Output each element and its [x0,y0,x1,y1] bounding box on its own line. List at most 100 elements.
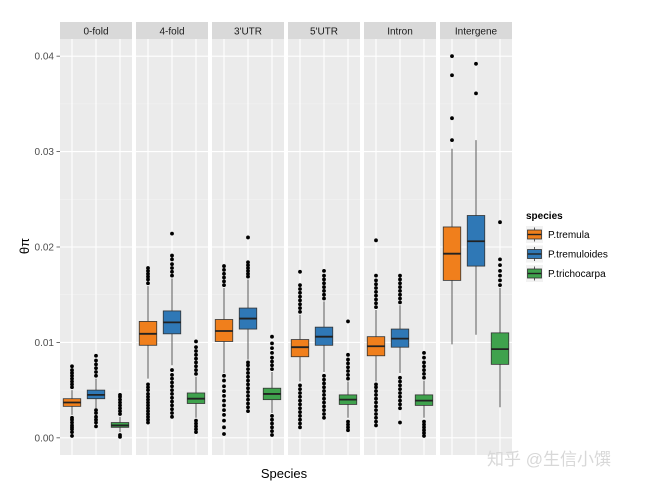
outlier-point [398,277,402,282]
outlier-point [246,260,250,265]
outlier-point [146,385,150,390]
outlier-point [422,425,426,430]
outlier-point [374,278,378,283]
outlier-point [170,380,174,385]
outlier-point [146,382,150,387]
y-axis: 0.00 0.01 0.02 0.03 0.04 [35,52,60,444]
outlier-point [374,305,378,310]
outlier-point [270,363,274,368]
outlier-point [118,403,122,408]
outlier-point [222,432,226,436]
box-p-tremuloides [162,231,182,419]
outlier-point [70,415,74,420]
outlier-point [374,282,378,287]
facet-panel-1: 4-fold [136,22,208,455]
outlier-point [298,417,302,422]
outlier-point [170,257,174,262]
outlier-point [374,293,378,298]
outlier-point [374,400,378,405]
outlier-point [70,430,74,435]
outlier-point [146,420,150,425]
legend-title: species [526,211,563,222]
outlier-point [246,382,250,387]
outlier-point [222,403,226,408]
outlier-point [374,238,378,243]
outlier-point [498,273,502,278]
outlier-point [422,434,426,438]
outlier-point [374,404,378,409]
outlier-point [346,372,350,377]
outlier-point [398,273,402,278]
legend-label: P.trichocarpa [548,269,606,280]
outlier-point [346,425,350,430]
outlier-point [398,285,402,289]
outlier-point [194,371,198,376]
outlier-point [322,400,326,405]
outlier-point [270,417,274,422]
outlier-point [146,397,150,402]
outlier-point [194,349,198,353]
outlier-point [94,353,98,358]
outlier-point [450,138,454,143]
outlier-point [298,302,302,307]
outlier-point [298,387,302,392]
outlier-point [322,268,326,273]
outlier-point [246,401,250,406]
outlier-point [222,279,226,284]
box-p-tremuloides [390,273,410,425]
x-axis-title: Species [261,466,308,481]
outlier-point [374,289,378,294]
outlier-point [70,376,74,381]
outlier-point [398,300,402,305]
outlier-point [146,388,150,393]
outlier-point [374,419,378,424]
outlier-point [450,54,454,59]
outlier-point [222,389,226,393]
outlier-point [222,275,226,280]
outlier-point [94,373,98,378]
outlier-point [146,406,150,411]
outlier-point [346,361,350,366]
outlier-point [270,351,274,355]
outlier-point [346,357,350,362]
outlier-point [170,392,174,396]
box-p-trichocarpa [338,319,358,433]
outlier-point [398,420,402,425]
outlier-point [346,369,350,373]
outlier-point [346,352,350,357]
outlier-point [70,379,74,384]
outlier-point [298,425,302,430]
outlier-point [194,339,198,344]
outlier-point [170,411,174,415]
outlier-point [246,386,250,391]
outlier-point [222,425,226,430]
outlier-point [498,268,502,273]
outlier-point [322,277,326,282]
outlier-point [298,398,302,403]
legend-label: P.tremula [548,230,590,241]
outlier-point [146,277,150,282]
outlier-point [322,288,326,293]
outlier-point [270,334,274,339]
outlier-point [246,397,250,402]
outlier-point [246,271,250,276]
outlier-point [450,116,454,121]
outlier-point [374,415,378,420]
outlier-point [498,283,502,288]
outlier-point [170,273,174,278]
outlier-point [374,286,378,290]
outlier-point [118,397,122,402]
outlier-point [222,373,226,378]
outlier-point [246,390,250,394]
outlier-point [270,421,274,426]
outlier-point [374,412,378,416]
outlier-point [194,356,198,361]
outlier-point [398,398,402,403]
outlier-point [270,413,274,418]
facet-strip-label: Intron [387,27,413,38]
outlier-point [118,392,122,397]
outlier-point [422,375,426,380]
outlier-point [222,413,226,417]
outlier-point [170,384,174,389]
outlier-point [298,290,302,295]
